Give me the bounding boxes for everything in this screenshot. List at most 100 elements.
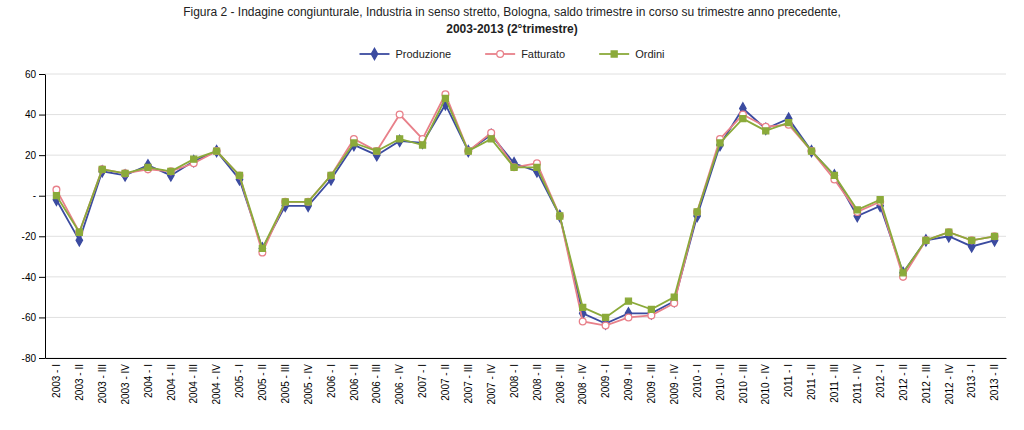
point	[122, 170, 129, 177]
point	[122, 170, 128, 181]
point	[53, 186, 60, 193]
point	[991, 233, 998, 240]
point	[671, 294, 677, 300]
x-tick: 2005 - I	[234, 358, 245, 398]
x-tick-label: 2013 - II	[989, 364, 1000, 401]
x-tick: 2008 - III	[555, 358, 566, 403]
grid-line	[45, 358, 1006, 359]
point	[511, 164, 517, 170]
point	[282, 199, 288, 205]
x-tick-label: 2003 - I	[51, 364, 62, 398]
x-tick-label: 2007 - II	[440, 364, 451, 401]
point	[923, 237, 929, 243]
grid-line	[45, 276, 1006, 277]
point	[328, 172, 334, 178]
x-tick: 2006 - I	[326, 358, 337, 398]
title: Figura 2 - Indagine congiunturale, Indus…	[183, 5, 841, 19]
x-tick-label: 2004 - III	[188, 364, 199, 403]
x-axis: 2003 - I2003 - II2003 - III2003 - IV2004…	[46, 358, 1007, 405]
point	[53, 193, 59, 199]
point	[236, 172, 243, 179]
x-tick-label: 2008 - III	[555, 364, 566, 403]
x-tick: 2010 - I	[692, 358, 703, 398]
point	[557, 213, 563, 219]
point	[580, 304, 586, 310]
y-tick: 20	[25, 150, 45, 161]
x-tick: 2007 - I	[417, 358, 428, 398]
point	[992, 233, 998, 239]
grid-line	[45, 74, 1006, 75]
y-tick-label: 40	[25, 109, 37, 120]
x-tick-label: 2007 - I	[417, 364, 428, 398]
x-tick: 2009 - I	[600, 358, 611, 398]
point	[442, 95, 448, 101]
point	[145, 164, 151, 170]
x-tick-label: 2005 - IV	[303, 364, 314, 405]
legend-item: Fatturato	[485, 48, 565, 60]
legend-marker	[371, 48, 377, 59]
x-tick: 2006 - IV	[394, 358, 405, 405]
x-tick: 2010 - III	[738, 358, 749, 403]
x-tick: 2008 - IV	[577, 358, 588, 405]
point	[694, 209, 700, 215]
y-axis: -80-60-40-20-204060	[22, 69, 46, 364]
point	[145, 160, 151, 171]
y-tick: -20	[22, 231, 45, 242]
point	[488, 129, 495, 136]
x-tick-label: 2004 - II	[166, 364, 177, 401]
point	[923, 237, 930, 244]
point	[808, 148, 815, 155]
y-tick-mark	[39, 115, 45, 116]
x-tick-label: 2010 - IV	[760, 364, 771, 405]
x-tick-label: 2003 - III	[97, 364, 108, 403]
point	[648, 312, 655, 319]
y-tick-mark	[39, 358, 45, 359]
point	[191, 156, 197, 167]
point	[648, 306, 654, 312]
point	[397, 136, 403, 142]
legend-item: Produzione	[359, 48, 451, 60]
x-tick-label: 2003 - IV	[120, 364, 131, 405]
x-tick-label: 2004 - IV	[211, 364, 222, 405]
point	[671, 300, 678, 307]
legend-label: Fatturato	[521, 48, 565, 60]
x-tick-label: 2008 - IV	[577, 364, 588, 405]
x-tick-label: 2012 - II	[898, 364, 909, 401]
x-tick: 2012 - II	[898, 358, 909, 401]
x-tick: 2011 - I	[783, 358, 794, 397]
point	[214, 148, 220, 154]
point	[465, 148, 472, 155]
x-tick-label: 2009 - II	[623, 364, 634, 401]
x-tick: 2005 - II	[257, 358, 268, 401]
y-tick-label: -80	[22, 353, 37, 364]
point	[259, 245, 265, 251]
x-tick: 2012 - I	[875, 358, 886, 398]
point	[374, 148, 380, 154]
x-tick: 2012 - IV	[943, 358, 954, 405]
point	[305, 198, 312, 205]
x-tick-label: 2011 - I	[783, 364, 794, 397]
x-tick: 2003 - IV	[120, 358, 131, 405]
y-tick: -60	[22, 312, 45, 323]
point	[786, 120, 792, 126]
x-tick: 2012 - III	[921, 358, 932, 403]
y-tick-mark	[39, 74, 45, 75]
y-tick-mark	[39, 196, 45, 197]
chart: Figura 2 - Indagine congiunturale, Indus…	[0, 0, 1024, 430]
point	[213, 148, 220, 155]
series	[53, 99, 998, 329]
point	[351, 139, 357, 150]
grid	[45, 74, 1006, 358]
y-tick: -40	[22, 272, 45, 283]
x-tick: 2010 - IV	[760, 358, 771, 405]
line	[56, 104, 994, 323]
grid-line	[45, 195, 1006, 196]
point	[946, 229, 952, 235]
x-tick: 2005 - III	[280, 358, 291, 403]
x-tick: 2009 - III	[646, 358, 657, 403]
y-tick-label: 20	[25, 150, 37, 161]
y-tick-label: -20	[22, 231, 37, 242]
point	[282, 198, 289, 205]
x-tick: 2007 - II	[440, 358, 451, 401]
series	[53, 95, 997, 320]
